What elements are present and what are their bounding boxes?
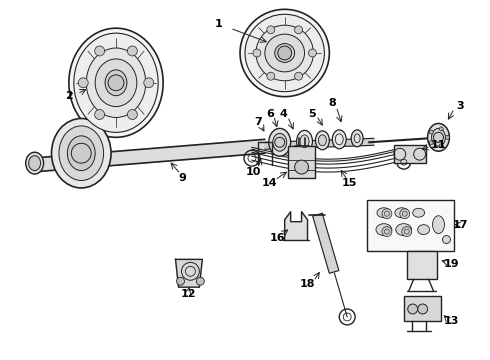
Circle shape <box>429 141 433 145</box>
Circle shape <box>417 304 428 314</box>
Ellipse shape <box>265 34 305 72</box>
Text: 19: 19 <box>443 259 459 269</box>
Circle shape <box>294 26 302 34</box>
Circle shape <box>95 46 104 56</box>
Ellipse shape <box>51 118 111 188</box>
Circle shape <box>127 109 137 120</box>
Ellipse shape <box>105 70 127 96</box>
Polygon shape <box>285 212 308 239</box>
Text: 9: 9 <box>178 173 186 183</box>
Circle shape <box>309 49 317 57</box>
Text: 12: 12 <box>181 289 196 299</box>
Circle shape <box>382 209 392 219</box>
Ellipse shape <box>269 129 291 156</box>
Text: 18: 18 <box>300 279 315 289</box>
Circle shape <box>382 227 392 237</box>
Polygon shape <box>32 139 265 172</box>
Circle shape <box>176 277 184 285</box>
Ellipse shape <box>86 48 146 117</box>
Ellipse shape <box>95 59 137 107</box>
Ellipse shape <box>69 28 163 137</box>
Circle shape <box>127 46 137 56</box>
Text: 10: 10 <box>245 167 261 177</box>
Ellipse shape <box>256 25 314 81</box>
Ellipse shape <box>432 129 445 146</box>
Text: 14: 14 <box>262 178 278 188</box>
Text: 13: 13 <box>444 316 459 326</box>
Ellipse shape <box>316 131 329 150</box>
Ellipse shape <box>376 224 392 235</box>
Ellipse shape <box>25 152 44 174</box>
Polygon shape <box>313 213 339 273</box>
Bar <box>404 296 441 321</box>
Circle shape <box>78 78 88 88</box>
Ellipse shape <box>74 33 158 132</box>
Polygon shape <box>265 138 374 149</box>
Text: 15: 15 <box>342 178 357 188</box>
Text: 7: 7 <box>254 117 262 127</box>
Text: 1: 1 <box>214 19 222 29</box>
Text: 11: 11 <box>431 140 446 150</box>
Ellipse shape <box>332 130 346 149</box>
Ellipse shape <box>59 126 103 180</box>
Circle shape <box>95 109 104 120</box>
Circle shape <box>267 26 275 34</box>
Ellipse shape <box>413 208 425 217</box>
Circle shape <box>439 144 443 148</box>
Circle shape <box>108 75 124 91</box>
Text: 5: 5 <box>309 108 316 118</box>
Ellipse shape <box>417 225 430 235</box>
Circle shape <box>294 72 302 80</box>
Text: 8: 8 <box>328 98 336 108</box>
Bar <box>367 200 454 251</box>
Circle shape <box>445 135 449 139</box>
Text: 16: 16 <box>270 233 286 243</box>
Ellipse shape <box>318 135 326 146</box>
Circle shape <box>144 78 154 88</box>
Ellipse shape <box>377 208 391 218</box>
Circle shape <box>278 46 292 60</box>
Ellipse shape <box>351 130 363 147</box>
Circle shape <box>408 304 417 314</box>
Circle shape <box>294 160 309 174</box>
Ellipse shape <box>395 208 409 218</box>
Ellipse shape <box>428 123 449 151</box>
Circle shape <box>400 209 410 219</box>
Ellipse shape <box>275 44 294 62</box>
Ellipse shape <box>240 9 329 96</box>
Text: 6: 6 <box>266 108 274 118</box>
Ellipse shape <box>442 235 450 243</box>
Ellipse shape <box>245 14 324 92</box>
Circle shape <box>429 130 433 134</box>
Circle shape <box>267 72 275 80</box>
Ellipse shape <box>296 130 313 152</box>
Ellipse shape <box>433 216 444 234</box>
Circle shape <box>439 127 443 131</box>
Text: 3: 3 <box>457 100 464 111</box>
Ellipse shape <box>29 156 41 171</box>
Ellipse shape <box>300 135 309 148</box>
Bar <box>407 251 437 279</box>
Circle shape <box>196 277 204 285</box>
Ellipse shape <box>396 224 412 235</box>
Ellipse shape <box>68 136 95 171</box>
Circle shape <box>402 227 412 237</box>
Bar <box>394 145 426 163</box>
Bar <box>288 146 316 178</box>
Text: 2: 2 <box>66 91 73 101</box>
Polygon shape <box>175 260 202 287</box>
Text: 4: 4 <box>280 108 288 118</box>
Circle shape <box>253 49 261 57</box>
Ellipse shape <box>273 133 287 151</box>
Text: 17: 17 <box>453 220 468 230</box>
